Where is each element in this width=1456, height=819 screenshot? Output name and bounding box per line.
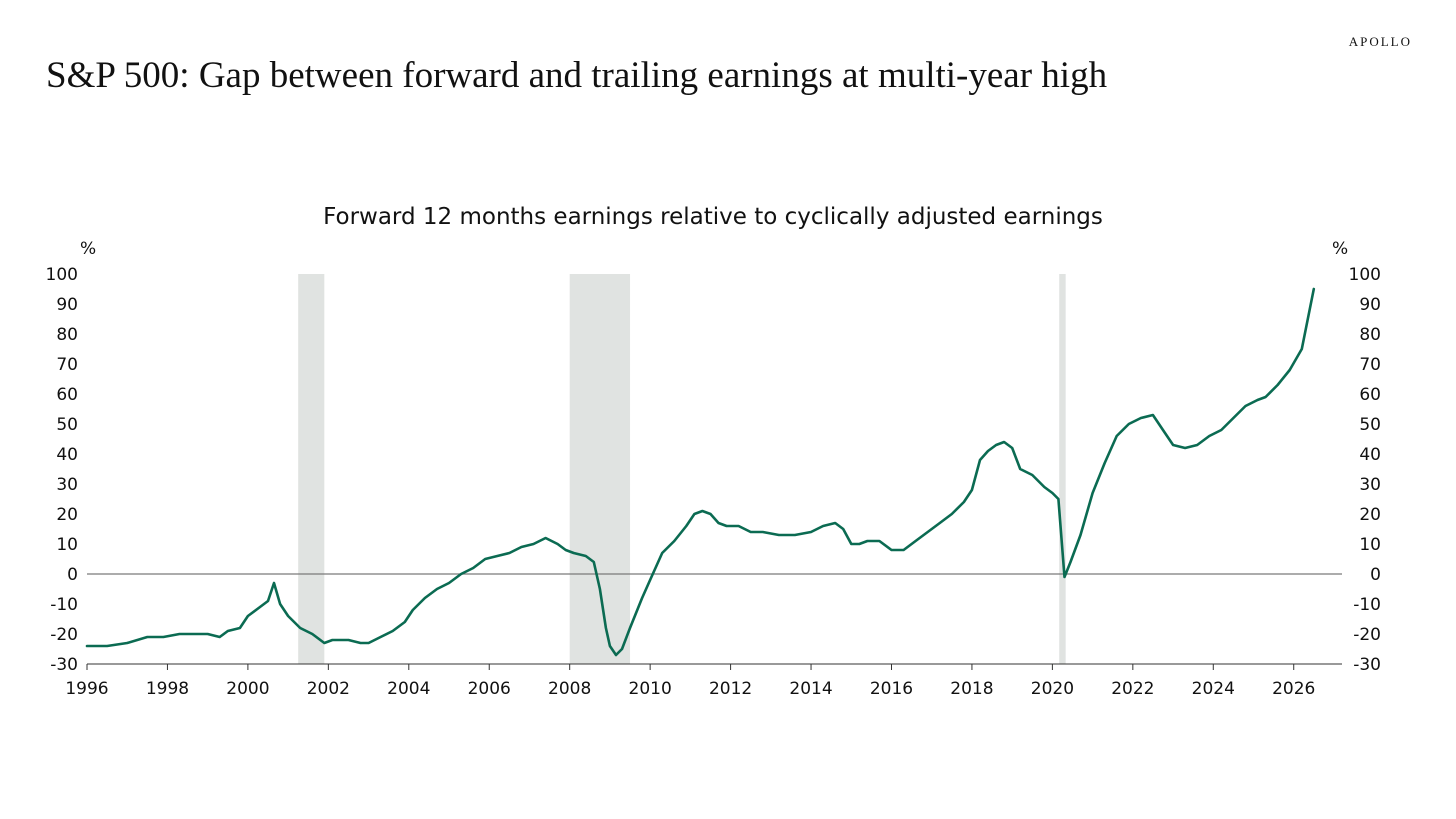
- y-axis-unit-left: %: [80, 239, 96, 259]
- series-line: [85, 287, 1316, 657]
- x-tick-label: 2002: [307, 679, 350, 699]
- x-tick-label: 2012: [709, 679, 752, 699]
- y-tick-label-right: -10: [1353, 595, 1381, 615]
- y-tick-label-left: 30: [56, 475, 78, 495]
- x-tick-label: 2006: [468, 679, 511, 699]
- x-tick-label: 2008: [548, 679, 591, 699]
- y-tick-label-left: 60: [56, 385, 78, 405]
- x-tick-label: 1996: [65, 679, 108, 699]
- x-tick-label: 2020: [1031, 679, 1074, 699]
- x-tick-label: 2022: [1111, 679, 1154, 699]
- y-tick-label-right: 0: [1370, 565, 1381, 585]
- y-axis-unit-right: %: [1332, 239, 1348, 259]
- x-tick-label: 2014: [789, 679, 832, 699]
- y-tick-label-left: 50: [56, 415, 78, 435]
- x-tick-label: 1998: [146, 679, 189, 699]
- axes: [86, 663, 1342, 670]
- x-tick-label: 2016: [870, 679, 913, 699]
- y-tick-label-right: 90: [1359, 295, 1381, 315]
- y-tick-label-right: 50: [1359, 415, 1381, 435]
- y-tick-label-right: 60: [1359, 385, 1381, 405]
- y-tick-label-left: 0: [67, 565, 78, 585]
- y-tick-label-right: 100: [1349, 265, 1381, 285]
- y-tick-label-left: 10: [56, 535, 78, 555]
- y-tick-label-left: 90: [56, 295, 78, 315]
- recession-band: [298, 274, 325, 664]
- x-tick-label: 2018: [950, 679, 993, 699]
- y-tick-label-right: -20: [1353, 625, 1381, 645]
- y-tick-label-right: 40: [1359, 445, 1381, 465]
- y-tick-label-left: 70: [56, 355, 78, 375]
- y-tick-label-left: 100: [46, 265, 78, 285]
- x-tick-label: 2024: [1192, 679, 1235, 699]
- y-tick-label-left: -10: [50, 595, 78, 615]
- x-tick-label: 2004: [387, 679, 430, 699]
- recession-band: [569, 274, 631, 664]
- y-tick-label-right: 10: [1359, 535, 1381, 555]
- y-tick-label-left: 20: [56, 505, 78, 525]
- chart-title: Forward 12 months earnings relative to c…: [323, 204, 1103, 230]
- y-tick-label-right: 20: [1359, 505, 1381, 525]
- recession-band: [1059, 274, 1066, 664]
- x-tick-label: 2026: [1272, 679, 1315, 699]
- x-tick-label: 2010: [629, 679, 672, 699]
- y-tick-label-left: 80: [56, 325, 78, 345]
- recession-bands: [298, 274, 1066, 664]
- tick-labels: 1996 1998 2000 2002 2004 2006 2008 2010 2012 2014…: [46, 265, 1381, 699]
- y-tick-label-left: 40: [56, 445, 78, 465]
- y-tick-label-right: 80: [1359, 325, 1381, 345]
- y-tick-label-right: 70: [1359, 355, 1381, 375]
- x-tick-label: 2000: [226, 679, 269, 699]
- brand-logo: APOLLO: [1348, 34, 1412, 49]
- y-tick-label-right: -30: [1353, 655, 1381, 675]
- y-tick-label-left: -30: [50, 655, 78, 675]
- page-title: S&P 500: Gap between forward and trailin…: [46, 55, 1108, 96]
- y-tick-label-left: -20: [50, 625, 78, 645]
- y-tick-label-right: 30: [1359, 475, 1381, 495]
